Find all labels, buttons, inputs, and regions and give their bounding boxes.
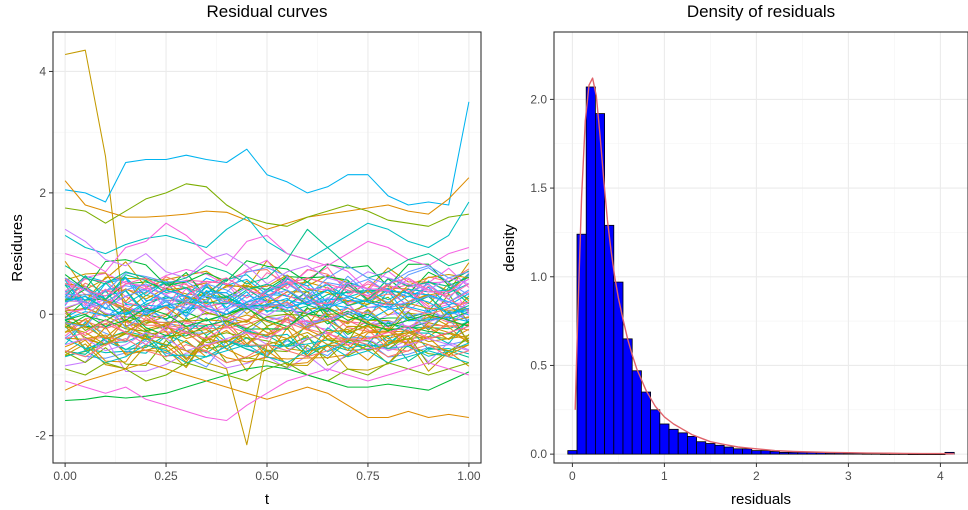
density-curve-line (574, 77, 955, 455)
residual-curves-x-tick-label: 0.00 (53, 469, 77, 483)
density-bar (641, 391, 652, 455)
density-bar (779, 451, 790, 455)
density-panel: Density of residuals 0 1 2 3 4 0.0 0.5 1.0 1.5 2.… (501, 2, 968, 508)
density-bars (567, 86, 955, 455)
density-y-tick-label: 2.0 (530, 92, 547, 106)
residual-curves-y-title: Residures (9, 214, 26, 282)
residual-curves-x-title: t (265, 491, 270, 508)
density-bar (576, 233, 587, 455)
residual-curve-line (64, 275, 470, 306)
density-bar (723, 446, 734, 455)
residual-curves-x-tick-label: 1.00 (457, 469, 481, 483)
residual-curves-panel: Residual curves 0.00 0.25 0.50 0.75 1.00 -2 0 2… (9, 2, 482, 508)
residual-curve-line (64, 362, 470, 422)
density-bar (622, 338, 633, 455)
density-bar (677, 432, 688, 455)
density-x-tick-label: 2 (753, 469, 760, 483)
density-y-tick-label: 0.5 (530, 358, 547, 372)
density-bar (631, 370, 642, 455)
residual-curves-title: Residual curves (207, 2, 328, 21)
density-bar (769, 451, 780, 455)
density-bar (705, 443, 716, 455)
density-x-tick-label: 3 (845, 469, 852, 483)
density-x-tick-label: 4 (937, 469, 944, 483)
residual-curves-x-tick-label: 0.75 (356, 469, 380, 483)
residual-curve-line (65, 101, 470, 206)
residual-curve-line (64, 301, 470, 321)
residual-curves-y-tick-label: 0 (39, 307, 46, 321)
residual-curve-line (64, 338, 470, 364)
density-y-tick-label: 1.0 (530, 270, 547, 284)
density-bar (751, 450, 762, 455)
density-bar (650, 409, 661, 455)
density-x-tick-label: 1 (661, 469, 668, 483)
density-x-tick-label: 0 (569, 469, 576, 483)
residual-curve-line (64, 273, 470, 303)
residual-curves-x-tick-label: 0.50 (255, 469, 279, 483)
residual-curve-line (65, 183, 469, 227)
residual-curve-line (65, 289, 470, 323)
residual-curve-line (65, 365, 470, 402)
density-bar (733, 448, 744, 455)
residual-curve-line (64, 318, 470, 353)
density-bar (668, 428, 679, 455)
density-title: Density of residuals (687, 2, 835, 21)
residual-curve-line (64, 289, 470, 315)
density-bar (825, 452, 836, 455)
residual-curve-line (64, 274, 470, 308)
residual-curve-line (64, 49, 469, 343)
density-y-title: density (501, 224, 518, 272)
residual-curve-line (64, 228, 470, 291)
residual-curve-line (64, 222, 470, 273)
residual-curve-line (64, 338, 470, 372)
density-bar (696, 441, 707, 455)
residual-curve-line (64, 298, 470, 330)
density-y-tick-label: 1.5 (530, 181, 547, 195)
residual-curves-y-tick-label: 4 (39, 64, 46, 78)
density-border (553, 31, 968, 464)
residual-curve-line (64, 276, 470, 311)
residual-curve-line (64, 228, 470, 285)
density-bar (714, 444, 725, 455)
density-bar (742, 448, 753, 455)
residual-curve-line (64, 319, 470, 346)
residual-curves-ticks: 0.00 0.25 0.50 0.75 1.00 -2 0 2 4 (35, 64, 481, 483)
density-bar (659, 423, 670, 455)
density-bar (797, 451, 808, 455)
density-ticks: 0 1 2 3 4 0.0 0.5 1.0 1.5 2.0 (530, 92, 944, 483)
residual-curve-line (64, 319, 470, 340)
residual-curves-grid (53, 32, 481, 463)
residual-curve-line (64, 201, 470, 261)
residual-curves-x-tick-label: 0.25 (154, 469, 178, 483)
residual-curves-y-tick-label: 2 (39, 186, 46, 200)
density-x-title: residuals (731, 491, 791, 508)
residual-curve-line (64, 307, 470, 327)
residual-curve-line (64, 177, 470, 230)
residual-curve-line (64, 362, 470, 382)
density-bar (687, 435, 698, 455)
residual-curve-line (64, 362, 469, 419)
density-bar (595, 113, 606, 455)
density-curve (574, 77, 955, 455)
density-bar (585, 86, 596, 455)
density-bar (567, 450, 578, 455)
density-bar (613, 281, 624, 455)
residual-curves-y-tick-label: -2 (35, 429, 46, 443)
density-y-tick-label: 0.0 (530, 447, 547, 461)
residual-curve-line (64, 344, 470, 364)
density-bar (788, 451, 799, 455)
residual-curve-line (64, 334, 470, 368)
residual-curve-line (64, 265, 470, 303)
residual-curves-series (64, 49, 470, 446)
density-bar (760, 450, 771, 455)
